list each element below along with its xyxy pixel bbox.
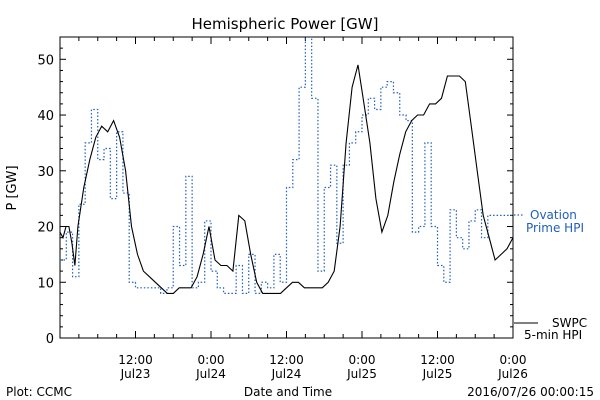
x-tick-time-label: 12:00	[269, 353, 304, 367]
legend-ovation-label-2: Prime HPI	[526, 221, 584, 235]
x-tick-time-label: 12:00	[420, 353, 455, 367]
series-ovation-prime-line	[60, 37, 513, 295]
plot-area: 0102030405012:00Jul230:00Jul2412:00Jul24…	[37, 36, 528, 381]
x-tick-date-label: Jul26	[497, 367, 528, 381]
y-tick-label: 50	[37, 53, 54, 68]
y-tick-label: 40	[37, 109, 54, 124]
y-tick-label: 0	[46, 332, 54, 347]
series-swpc-line	[60, 64, 513, 294]
footer-right: 2016/07/26 00:00:15	[467, 385, 594, 399]
chart-title: Hemispheric Power [GW]	[192, 15, 379, 33]
legend-ovation-label-1: Ovation	[530, 208, 577, 222]
x-tick-date-label: Jul24	[195, 367, 226, 381]
x-tick-date-label: Jul25	[346, 367, 377, 381]
footer-left: Plot: CCMC	[6, 385, 72, 399]
x-tick-time-label: 0:00	[349, 353, 376, 367]
y-tick-label: 30	[37, 165, 54, 180]
y-tick-label: 10	[37, 276, 54, 291]
x-tick-date-label: Jul23	[120, 367, 151, 381]
x-tick-date-label: Jul25	[422, 367, 453, 381]
y-axis-label: P [GW]	[5, 165, 20, 210]
legend-swpc-label-1: SWPC	[552, 316, 587, 330]
x-tick-date-label: Jul24	[271, 367, 302, 381]
x-axis-label: Date and Time	[244, 385, 332, 399]
legend-swpc-label-2: 5-min HPI	[524, 328, 582, 342]
x-tick-time-label: 12:00	[118, 353, 153, 367]
y-tick-label: 20	[37, 221, 54, 236]
x-tick-time-label: 0:00	[198, 353, 225, 367]
x-tick-time-label: 0:00	[500, 353, 527, 367]
